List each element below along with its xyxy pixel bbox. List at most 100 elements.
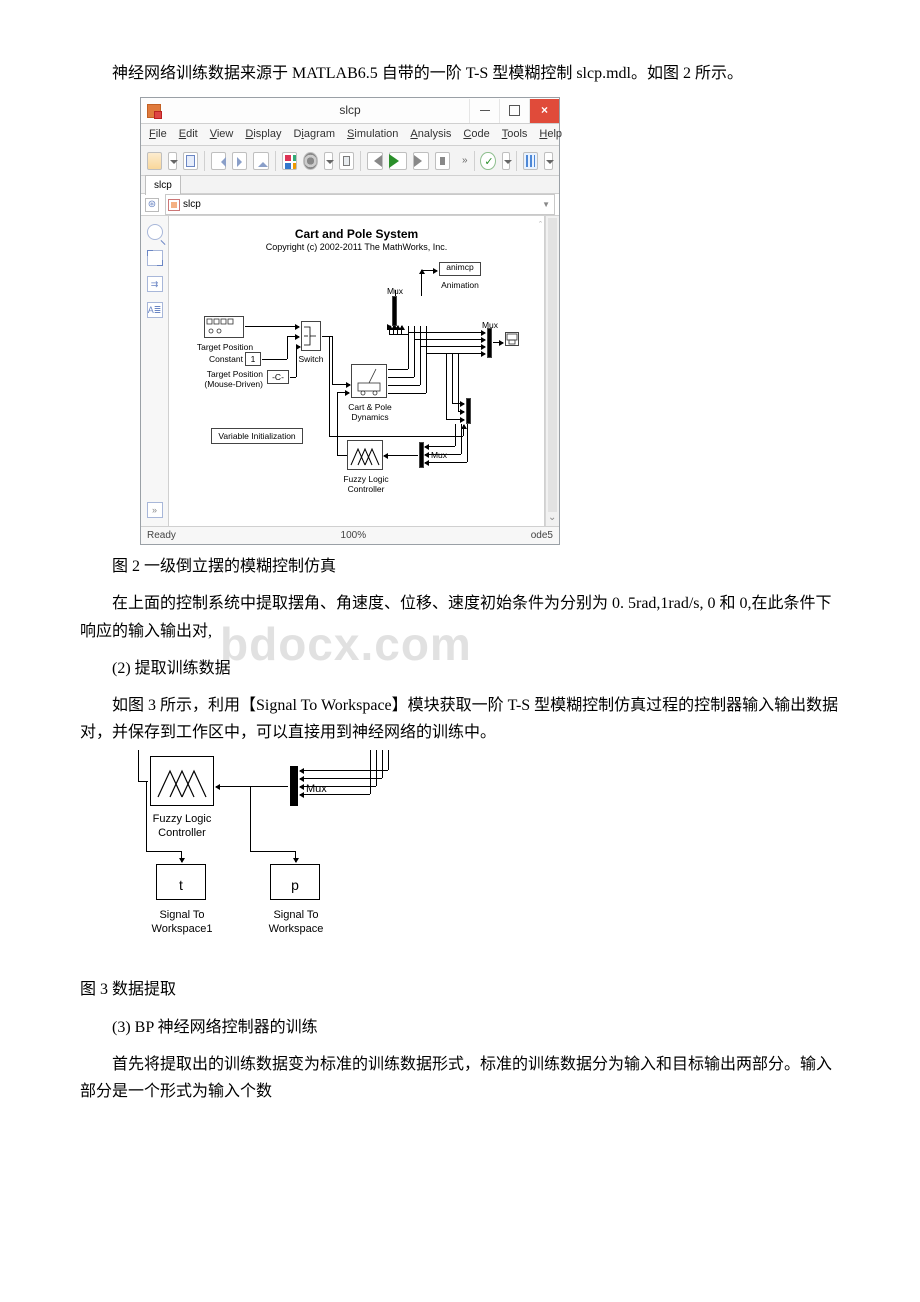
label-constant: Constant [199, 352, 243, 366]
new-model-dropdown[interactable] [168, 152, 177, 170]
label-switch: Switch [293, 352, 329, 366]
wire [296, 346, 300, 347]
menu-file[interactable]: File [149, 125, 167, 144]
block-target-position[interactable] [204, 316, 244, 338]
menu-view[interactable]: View [210, 125, 234, 144]
step-forward-button[interactable] [413, 152, 429, 170]
wire [250, 851, 295, 852]
status-solver: ode5 [531, 527, 553, 544]
wire [446, 353, 447, 419]
forward-button[interactable] [232, 152, 247, 170]
menu-edit[interactable]: Edit [179, 125, 198, 144]
menu-code[interactable]: Code [463, 125, 489, 144]
wire [322, 336, 332, 337]
wire [376, 750, 377, 786]
wire [216, 786, 288, 787]
palette-expand-icon[interactable]: » [147, 502, 163, 518]
tab-bar: slcp [141, 176, 559, 194]
block-animcp[interactable]: animcp [439, 262, 481, 276]
wire [446, 419, 464, 420]
wire [337, 392, 349, 393]
canvas-copyright: Copyright (c) 2002-2011 The MathWorks, I… [169, 240, 544, 255]
wire [384, 455, 418, 456]
step-back-button[interactable] [367, 152, 383, 170]
save-button[interactable] [183, 152, 198, 170]
wire [300, 786, 376, 787]
block-scope[interactable] [505, 332, 519, 346]
wire [421, 270, 422, 296]
schedule-button[interactable] [523, 152, 538, 170]
wire [458, 411, 464, 412]
check-dropdown[interactable] [502, 152, 511, 170]
breadcrumb[interactable]: slcp [165, 194, 555, 215]
toolbar-overflow-icon[interactable]: » [462, 152, 468, 169]
paragraph-3: 如图 3 所示，利用【Signal To Workspace】模块获取一阶 T-… [80, 692, 840, 746]
new-model-button[interactable] [147, 152, 162, 170]
label-animation: Animation [434, 278, 486, 292]
paragraph-2: 在上面的控制系统中提取摆角、角速度、位移、速度初始条件为分别为 0. 5rad,… [80, 590, 840, 644]
wire [295, 851, 296, 862]
block-cart-pole[interactable] [351, 364, 387, 398]
back-button[interactable] [211, 152, 226, 170]
wire [452, 353, 453, 403]
config-button[interactable] [303, 152, 318, 170]
wire [426, 353, 485, 354]
run-button[interactable] [389, 152, 407, 170]
check-button[interactable] [480, 152, 495, 170]
wire [425, 462, 467, 463]
wire [388, 385, 420, 386]
block-target-mouse[interactable]: -C- [267, 370, 289, 384]
menu-diagram[interactable]: Diagram [293, 125, 335, 144]
wire [181, 851, 182, 862]
heading-3: (3) BP 神经网络控制器的训练 [80, 1014, 840, 1041]
wire [395, 290, 396, 296]
label-mux-bottom: Mux [427, 448, 451, 462]
block-var-init[interactable]: Variable Initialization [211, 428, 303, 444]
palette: ⇉ A≣ » [141, 216, 169, 526]
menu-analysis[interactable]: Analysis [410, 125, 451, 144]
paragraph-1: 神经网络训练数据来源于 MATLAB6.5 自带的一阶 T-S 型模糊控制 sl… [80, 60, 840, 87]
wire [262, 359, 287, 360]
label-cart-2: Dynamics [343, 410, 397, 424]
label-target-mouse-2: (Mouse-Driven) [185, 377, 263, 391]
wire [300, 770, 388, 771]
simulink-canvas[interactable]: Cart and Pole System Copyright (c) 2002-… [169, 216, 545, 526]
zoom-icon[interactable] [147, 224, 163, 240]
wire [250, 786, 251, 851]
wire [401, 326, 402, 334]
f3-block-p: p [270, 864, 320, 900]
menu-tools[interactable]: Tools [502, 125, 528, 144]
explorer-toggle-icon[interactable]: ⊛ [145, 198, 159, 212]
wire [329, 336, 330, 436]
wire [426, 326, 427, 393]
wire [337, 392, 338, 455]
titlebar: slcp × [141, 98, 559, 124]
arrow-tool-icon[interactable]: ⇉ [147, 276, 163, 292]
wire [337, 455, 347, 456]
wire [493, 342, 503, 343]
model-explorer-button[interactable] [339, 152, 354, 170]
f3-label-stw1-b: Workspace1 [144, 920, 220, 939]
block-switch[interactable] [301, 321, 321, 351]
label-fuzzy-2: Controller [334, 482, 398, 496]
wire [389, 334, 409, 335]
wire [397, 326, 398, 334]
menu-help[interactable]: Help [539, 125, 562, 144]
f3-block-fuzzy [150, 756, 214, 806]
model-icon [168, 199, 180, 211]
vertical-scrollbar[interactable] [545, 216, 559, 526]
library-browser-button[interactable] [282, 152, 297, 170]
scroll-up-icon[interactable]: ˆ [539, 218, 542, 233]
up-button[interactable] [253, 152, 268, 170]
menu-simulation[interactable]: Simulation [347, 125, 398, 144]
fit-icon[interactable] [147, 250, 163, 266]
menu-display[interactable]: Display [245, 125, 281, 144]
stop-button[interactable] [435, 152, 450, 170]
schedule-dropdown[interactable] [544, 152, 553, 170]
config-dropdown[interactable] [324, 152, 333, 170]
tab-slcp[interactable]: slcp [145, 175, 181, 195]
annotation-tool-icon[interactable]: A≣ [147, 302, 163, 318]
block-fuzzy[interactable] [347, 440, 383, 470]
block-constant[interactable]: 1 [245, 352, 261, 366]
wire [388, 393, 426, 394]
